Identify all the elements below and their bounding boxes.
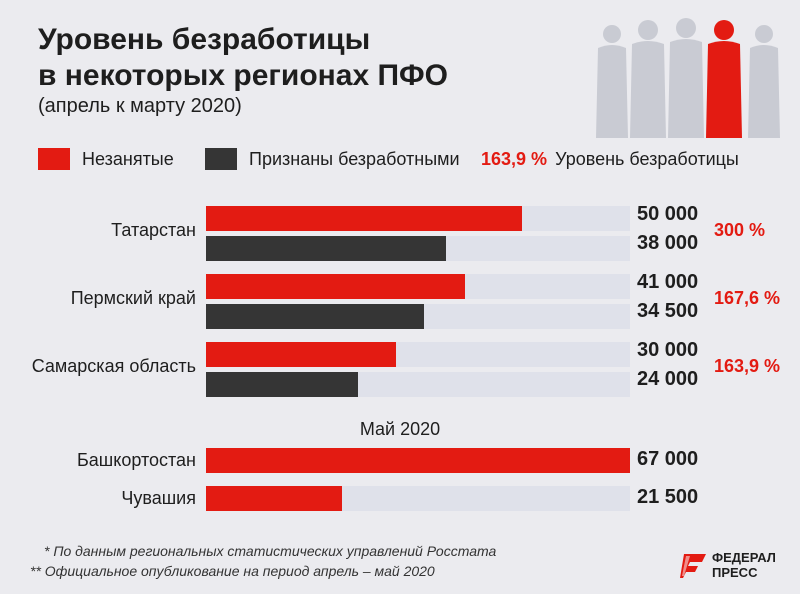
legend-rate-example: 163,9 %	[481, 148, 548, 169]
bar-unemployed-1	[206, 274, 466, 299]
bar-may-unemployed-1-track	[206, 486, 630, 511]
bar-registered-1	[206, 304, 425, 329]
chart-title: Уровень безработицы в некоторых регионах…	[38, 22, 448, 94]
value-unemployed-1: 41 000	[637, 271, 699, 293]
bar-may-unemployed-0-track	[206, 448, 630, 473]
may-region-label-0: Башкортостан	[76, 450, 196, 470]
federal-press-logo-mark-icon	[680, 554, 706, 578]
federal-press-logo: ФЕДЕРАЛ ПРЕСС	[680, 548, 790, 582]
people-silhouettes-icon	[596, 18, 780, 138]
legend-rate: 163,9 % Уровень безработицы	[481, 146, 739, 172]
legend-rate-label: Уровень безработицы	[555, 148, 739, 169]
region-label-1: Пермский край	[70, 288, 196, 308]
value-registered-2: 24 000	[637, 368, 699, 390]
bar-unemployed-2	[206, 342, 396, 367]
legend-label-unemployed: Незанятые	[82, 148, 174, 169]
footnote-2: ** Официальное опубликование на период а…	[30, 563, 435, 579]
legend-swatch-unemployed	[38, 148, 70, 170]
rate-label-1: 167,6 %	[714, 288, 781, 308]
legend-unemployed: Незанятые	[38, 146, 174, 172]
title-line-2: в некоторых регионах ПФО	[38, 59, 448, 92]
chart-subtitle: (апрель к марту 2020)	[38, 95, 242, 117]
bar-registered-2	[206, 372, 358, 397]
may-value-1: 21 500	[637, 486, 699, 508]
bar-unemployed-0-track	[206, 206, 630, 231]
value-registered-1: 34 500	[637, 300, 699, 322]
legend-swatch-registered	[205, 148, 237, 170]
value-registered-0: 38 000	[637, 232, 699, 254]
logo-text-line-2: ПРЕСС	[712, 565, 758, 580]
rate-label-0: 300 %	[714, 220, 766, 240]
logo-text-line-1: ФЕДЕРАЛ	[712, 550, 776, 565]
may-value-0: 67 000	[637, 448, 699, 470]
value-unemployed-2: 30 000	[637, 339, 699, 361]
region-label-0: Татарстан	[111, 220, 196, 240]
bar-registered-1-track	[206, 304, 630, 329]
may-region-label-1: Чувашия	[121, 488, 196, 508]
footnote-1: * По данным региональных статистических …	[44, 543, 497, 559]
title-line-1: Уровень безработицы	[38, 23, 371, 56]
bar-unemployed-2-track	[206, 342, 630, 367]
bar-may-unemployed-0	[206, 448, 630, 473]
bar-registered-0	[206, 236, 447, 261]
region-label-2: Самарская область	[31, 356, 196, 376]
bar-registered-2-track	[206, 372, 630, 397]
bar-unemployed-1-track	[206, 274, 630, 299]
logo-text: ФЕДЕРАЛ ПРЕСС	[712, 550, 776, 580]
bar-registered-0-track	[206, 236, 630, 261]
bar-unemployed-0	[206, 206, 523, 231]
legend-label-registered: Признаны безработными	[249, 148, 460, 169]
rate-label-2: 163,9 %	[714, 356, 781, 376]
legend-registered: Признаны безработными	[205, 146, 460, 172]
may-section-label: Май 2020	[359, 419, 441, 439]
bar-may-unemployed-1	[206, 486, 343, 511]
value-unemployed-0: 50 000	[637, 203, 699, 225]
